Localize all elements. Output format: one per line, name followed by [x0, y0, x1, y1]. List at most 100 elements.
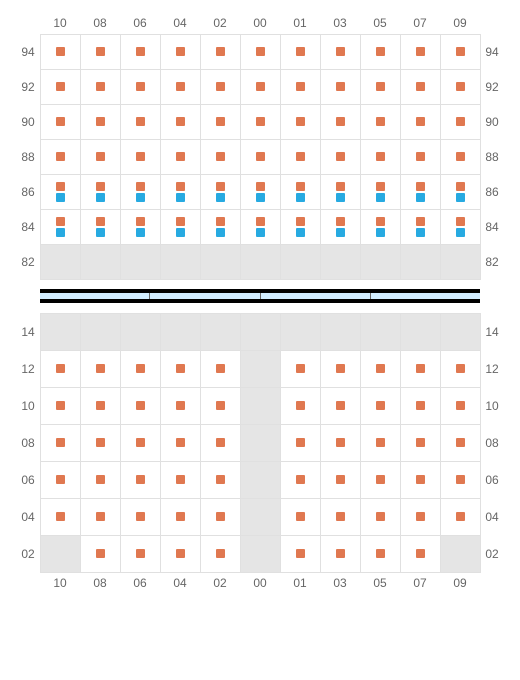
- seat-cell[interactable]: [400, 498, 441, 536]
- seat-cell[interactable]: [120, 535, 161, 573]
- seat-cell[interactable]: [200, 387, 241, 425]
- seat-cell[interactable]: [320, 424, 361, 462]
- seat-cell[interactable]: [200, 424, 241, 462]
- seat-cell[interactable]: [280, 69, 321, 105]
- seat-cell[interactable]: [120, 461, 161, 499]
- seat-cell[interactable]: [320, 498, 361, 536]
- seat-cell[interactable]: [440, 350, 481, 388]
- seat-cell[interactable]: [400, 34, 441, 70]
- seat-cell[interactable]: [280, 387, 321, 425]
- seat-cell[interactable]: [400, 350, 441, 388]
- seat-cell[interactable]: [80, 174, 121, 210]
- seat-cell[interactable]: [240, 174, 281, 210]
- seat-cell[interactable]: [240, 139, 281, 175]
- seat-cell[interactable]: [320, 535, 361, 573]
- seat-cell[interactable]: [40, 350, 81, 388]
- seat-cell[interactable]: [280, 461, 321, 499]
- seat-cell[interactable]: [280, 209, 321, 245]
- seat-cell[interactable]: [440, 34, 481, 70]
- seat-cell[interactable]: [320, 387, 361, 425]
- seat-cell[interactable]: [160, 104, 201, 140]
- seat-cell[interactable]: [200, 104, 241, 140]
- seat-cell[interactable]: [120, 104, 161, 140]
- seat-cell[interactable]: [120, 139, 161, 175]
- seat-cell[interactable]: [40, 139, 81, 175]
- seat-cell[interactable]: [440, 209, 481, 245]
- seat-cell[interactable]: [120, 350, 161, 388]
- seat-cell[interactable]: [320, 461, 361, 499]
- seat-cell[interactable]: [200, 461, 241, 499]
- seat-cell[interactable]: [360, 209, 401, 245]
- seat-cell[interactable]: [320, 139, 361, 175]
- seat-cell[interactable]: [320, 209, 361, 245]
- seat-cell[interactable]: [280, 34, 321, 70]
- seat-cell[interactable]: [120, 209, 161, 245]
- seat-cell[interactable]: [200, 34, 241, 70]
- seat-cell[interactable]: [440, 424, 481, 462]
- seat-cell[interactable]: [120, 34, 161, 70]
- seat-cell[interactable]: [200, 139, 241, 175]
- seat-cell[interactable]: [240, 69, 281, 105]
- seat-cell[interactable]: [80, 34, 121, 70]
- seat-cell[interactable]: [360, 174, 401, 210]
- seat-cell[interactable]: [440, 387, 481, 425]
- seat-cell[interactable]: [200, 69, 241, 105]
- seat-cell[interactable]: [360, 69, 401, 105]
- seat-cell[interactable]: [360, 104, 401, 140]
- seat-cell[interactable]: [360, 461, 401, 499]
- seat-cell[interactable]: [280, 424, 321, 462]
- seat-cell[interactable]: [360, 350, 401, 388]
- seat-cell[interactable]: [320, 104, 361, 140]
- seat-cell[interactable]: [200, 174, 241, 210]
- seat-cell[interactable]: [440, 139, 481, 175]
- seat-cell[interactable]: [440, 174, 481, 210]
- seat-cell[interactable]: [360, 535, 401, 573]
- seat-cell[interactable]: [160, 350, 201, 388]
- seat-cell[interactable]: [320, 69, 361, 105]
- seat-cell[interactable]: [280, 104, 321, 140]
- seat-cell[interactable]: [200, 535, 241, 573]
- seat-cell[interactable]: [280, 350, 321, 388]
- seat-cell[interactable]: [200, 209, 241, 245]
- seat-cell[interactable]: [360, 387, 401, 425]
- seat-cell[interactable]: [400, 461, 441, 499]
- seat-cell[interactable]: [440, 498, 481, 536]
- seat-cell[interactable]: [360, 139, 401, 175]
- seat-cell[interactable]: [200, 498, 241, 536]
- seat-cell[interactable]: [80, 461, 121, 499]
- seat-cell[interactable]: [120, 174, 161, 210]
- seat-cell[interactable]: [80, 104, 121, 140]
- seat-cell[interactable]: [240, 34, 281, 70]
- seat-cell[interactable]: [320, 34, 361, 70]
- seat-cell[interactable]: [360, 498, 401, 536]
- seat-cell[interactable]: [80, 139, 121, 175]
- seat-cell[interactable]: [240, 209, 281, 245]
- seat-cell[interactable]: [80, 69, 121, 105]
- seat-cell[interactable]: [160, 174, 201, 210]
- seat-cell[interactable]: [400, 387, 441, 425]
- seat-cell[interactable]: [40, 174, 81, 210]
- seat-cell[interactable]: [80, 535, 121, 573]
- seat-cell[interactable]: [280, 174, 321, 210]
- seat-cell[interactable]: [160, 209, 201, 245]
- seat-cell[interactable]: [160, 69, 201, 105]
- seat-cell[interactable]: [400, 174, 441, 210]
- seat-cell[interactable]: [400, 424, 441, 462]
- seat-cell[interactable]: [360, 34, 401, 70]
- seat-cell[interactable]: [160, 535, 201, 573]
- seat-cell[interactable]: [120, 69, 161, 105]
- seat-cell[interactable]: [40, 209, 81, 245]
- seat-cell[interactable]: [280, 498, 321, 536]
- seat-cell[interactable]: [40, 387, 81, 425]
- seat-cell[interactable]: [160, 139, 201, 175]
- seat-cell[interactable]: [80, 350, 121, 388]
- seat-cell[interactable]: [200, 350, 241, 388]
- seat-cell[interactable]: [440, 461, 481, 499]
- seat-cell[interactable]: [80, 424, 121, 462]
- seat-cell[interactable]: [280, 139, 321, 175]
- seat-cell[interactable]: [40, 34, 81, 70]
- seat-cell[interactable]: [160, 34, 201, 70]
- seat-cell[interactable]: [400, 535, 441, 573]
- seat-cell[interactable]: [40, 69, 81, 105]
- seat-cell[interactable]: [280, 535, 321, 573]
